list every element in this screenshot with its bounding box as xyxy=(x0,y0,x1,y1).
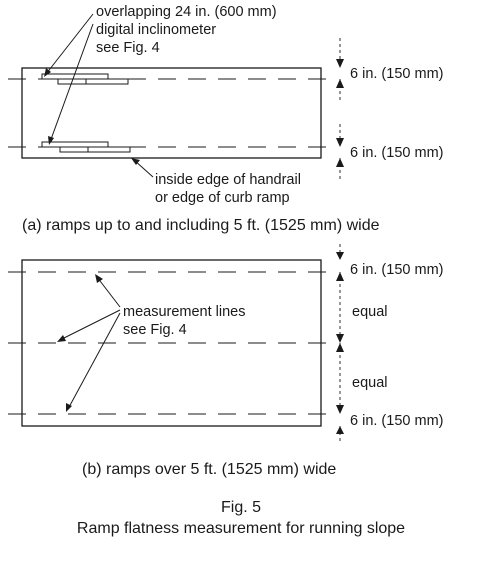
dimension-b-equal-2: equal xyxy=(336,343,387,414)
inclinometer-callout-line-3: see Fig. 4 xyxy=(96,40,160,56)
dimension-a-bottom: 6 in. (150 mm) xyxy=(336,124,443,182)
dimension-b-bottom: 6 in. (150 mm) xyxy=(336,413,443,442)
ramp-outline-a xyxy=(21,67,322,159)
dimension-b-equal-1: equal xyxy=(336,272,387,343)
caption-a: (a) ramps up to and including 5 ft. (152… xyxy=(22,217,380,234)
panel-a: overlapping 24 in. (600 mm) digital incl… xyxy=(8,4,443,234)
dim-b-bottom-label: 6 in. (150 mm) xyxy=(350,413,443,429)
dim-b-equal-2-label: equal xyxy=(352,375,387,391)
figure-title: Ramp flatness measurement for running sl… xyxy=(77,520,405,537)
dimension-b-top: 6 in. (150 mm) xyxy=(336,244,443,278)
edge-callout-line-1: inside edge of handrail xyxy=(155,172,301,188)
measurement-callout-line-1: measurement lines xyxy=(123,304,246,320)
leader-measurement-middle xyxy=(59,309,121,341)
panel-b: measurement lines see Fig. 4 6 in. (150 … xyxy=(8,244,443,478)
dim-b-top-label: 6 in. (150 mm) xyxy=(350,262,443,278)
edge-callout-line-2: or edge of curb ramp xyxy=(155,190,290,206)
caption-b: (b) ramps over 5 ft. (1525 mm) wide xyxy=(82,461,336,478)
inclinometer-pair-top xyxy=(41,73,129,85)
measurement-callout-line-2: see Fig. 4 xyxy=(123,322,187,338)
leader-measurement-bottom xyxy=(67,312,121,410)
dim-a-top-label: 6 in. (150 mm) xyxy=(350,66,443,82)
dim-a-bottom-label: 6 in. (150 mm) xyxy=(350,145,443,161)
dim-b-equal-1-label: equal xyxy=(352,304,387,320)
leader-inclinometer-bottom xyxy=(49,23,94,143)
inclinometer-callout-line-1: overlapping 24 in. (600 mm) xyxy=(96,4,277,20)
leader-measurement-top xyxy=(96,276,121,308)
dimension-a-top: 6 in. (150 mm) xyxy=(336,38,443,102)
inclinometer-callout-line-2: digital inclinometer xyxy=(96,22,216,38)
figure-number: Fig. 5 xyxy=(221,499,261,516)
inclinometer-pair-bottom xyxy=(41,141,131,153)
leader-inclinometer-top xyxy=(45,13,94,75)
